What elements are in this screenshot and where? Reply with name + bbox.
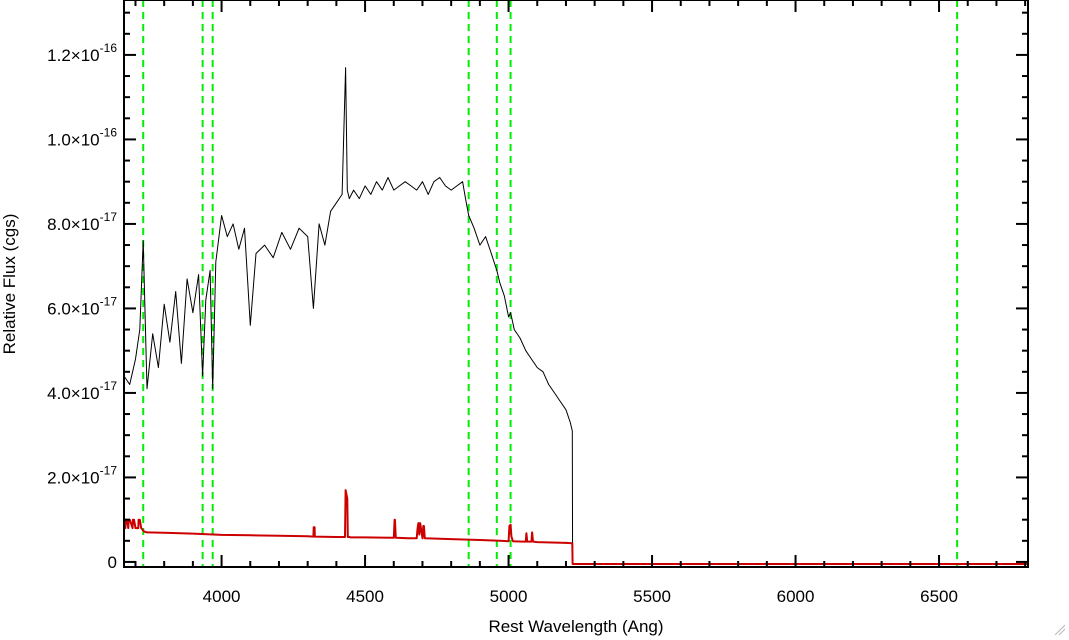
x-axis-label: Rest Wavelength (Ang): [488, 617, 663, 636]
x-tick-label: 4000: [203, 587, 241, 606]
y-tick-label: 0: [108, 553, 117, 572]
emission-line-markers: [142, 0, 959, 567]
resize-grip-icon[interactable]: [1053, 622, 1066, 636]
plot-background: [124, 0, 1028, 567]
y-tick-labels: 0 2.0×10-17 4.0×10-17 6.0×10-17 8.0×10-17 1.0…: [47, 41, 117, 572]
x-tick-label: 5000: [490, 587, 528, 606]
y-tick-label: 1.2×10-16: [47, 41, 117, 65]
x-tick-label: 6000: [777, 587, 815, 606]
y-tick-label: 6.0×10-17: [47, 294, 117, 318]
x-tick-labels: 4000 4500 5000 5500 6000 6500: [203, 587, 958, 606]
observed-spectrum-line: [124, 67, 1028, 565]
y-tick-label: 2.0×10-17: [47, 463, 117, 487]
axis-ticks: [124, 0, 1028, 567]
x-tick-label: 4500: [346, 587, 384, 606]
series-layer: [124, 67, 1028, 565]
y-tick-label: 1.0×10-16: [47, 125, 117, 149]
plot-frame: [123, 0, 1029, 568]
x-tick-label: 5500: [633, 587, 671, 606]
model-spectrum-line: [124, 489, 1028, 565]
y-tick-label: 4.0×10-17: [47, 379, 117, 403]
x-tick-label: 6500: [920, 587, 958, 606]
y-axis-label: Relative Flux (cgs): [0, 214, 19, 355]
y-tick-label: 8.0×10-17: [47, 210, 117, 234]
